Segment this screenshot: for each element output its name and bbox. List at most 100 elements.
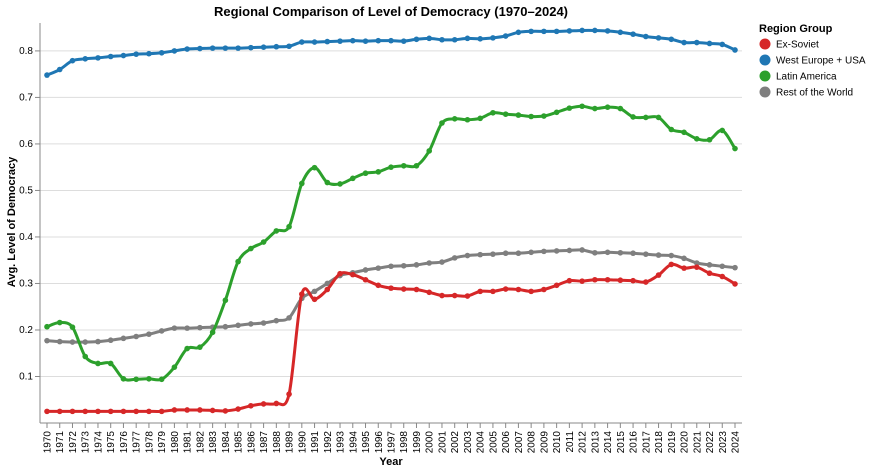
data-point	[681, 255, 687, 262]
data-point	[107, 53, 114, 60]
data-point	[400, 162, 407, 169]
data-point	[681, 39, 687, 46]
x-tick-label: 1981	[183, 431, 194, 454]
data-point	[44, 408, 50, 415]
data-point	[566, 28, 573, 34]
data-point	[439, 259, 445, 265]
data-point	[82, 408, 89, 415]
x-tick-label: 2006	[501, 431, 512, 454]
data-point	[706, 270, 713, 277]
data-point	[349, 175, 356, 182]
data-point	[451, 292, 458, 299]
x-tick-label: 2011	[565, 431, 576, 453]
data-point	[82, 353, 89, 360]
data-point	[44, 323, 50, 330]
x-tick-label: 2015	[616, 431, 627, 454]
data-point	[668, 36, 675, 43]
data-point	[400, 38, 407, 44]
data-point	[502, 286, 509, 292]
data-point	[56, 408, 63, 415]
data-point	[69, 324, 76, 330]
data-point	[286, 315, 292, 321]
x-tick-label: 1988	[272, 431, 283, 454]
x-tick-label: 1995	[361, 431, 372, 454]
x-tick-label: 2005	[488, 431, 499, 454]
data-point	[439, 120, 445, 126]
x-tick-label: 1993	[336, 431, 347, 454]
y-tick-label: 0.6	[19, 139, 33, 150]
x-tick-label: 2012	[578, 431, 589, 454]
data-point	[299, 180, 305, 187]
data-point	[222, 297, 229, 304]
x-tick-label: 1997	[387, 431, 398, 454]
data-point	[579, 278, 585, 284]
data-point	[44, 72, 50, 78]
data-point	[56, 319, 63, 326]
series-latin-america	[44, 103, 738, 383]
series-rest-of-the-world	[44, 247, 738, 345]
data-point	[222, 45, 229, 51]
data-point	[197, 407, 203, 413]
data-point	[426, 148, 433, 154]
data-point	[248, 245, 254, 252]
x-tick-label: 2016	[629, 431, 640, 454]
data-point	[349, 37, 356, 44]
y-axis: 0.1 0.2 0.3 0.4 0.5 0.6 0.7 0.8	[19, 23, 41, 423]
data-point	[541, 286, 547, 293]
data-point	[158, 408, 165, 415]
x-tick-label: 1979	[157, 431, 168, 454]
x-tick-label: 1999	[412, 431, 423, 454]
data-point	[388, 164, 394, 170]
data-point	[693, 260, 700, 266]
data-point	[693, 264, 700, 270]
data-point	[464, 293, 471, 299]
data-point	[82, 339, 89, 345]
data-point	[706, 136, 713, 143]
data-point	[299, 39, 305, 45]
data-point	[490, 251, 496, 257]
data-point	[579, 103, 585, 110]
series-west-europe-usa	[44, 27, 738, 78]
x-tick-label: 1973	[81, 431, 92, 454]
x-tick-label: 1986	[246, 431, 257, 454]
data-point	[69, 339, 76, 345]
x-tick-label: 2003	[463, 431, 474, 454]
data-point	[617, 105, 624, 112]
data-point	[732, 264, 738, 271]
y-tick-label: 0.1	[19, 371, 33, 382]
data-point	[515, 250, 522, 257]
data-point	[362, 267, 369, 273]
data-point	[668, 252, 675, 259]
data-point	[311, 296, 318, 303]
data-point	[260, 239, 267, 245]
data-point	[502, 111, 509, 117]
data-point	[197, 45, 203, 52]
data-point	[528, 113, 534, 120]
data-point	[286, 391, 292, 397]
x-axis-title: Year	[379, 456, 403, 468]
data-point	[209, 45, 216, 51]
data-point	[732, 281, 738, 287]
data-point	[477, 115, 483, 122]
data-point	[643, 279, 649, 285]
data-point	[158, 376, 165, 383]
series-ex-soviet	[44, 261, 738, 415]
data-point	[604, 104, 611, 110]
y-tick-label: 0.8	[19, 46, 33, 57]
data-point	[324, 280, 331, 287]
data-point	[311, 39, 318, 45]
data-point	[528, 249, 534, 256]
data-point	[388, 285, 394, 291]
data-point	[553, 109, 560, 116]
series-line	[46, 104, 737, 382]
data-point	[209, 329, 216, 336]
data-point	[515, 112, 522, 118]
data-point	[668, 126, 675, 133]
legend: Region Group Ex-Soviet West Europe + USA L…	[759, 23, 866, 99]
legend-symbol	[759, 86, 771, 98]
data-point	[260, 44, 267, 50]
legend-item-ex-soviet: Ex-Soviet	[759, 38, 819, 51]
data-point	[553, 248, 560, 254]
x-tick-label: 1992	[323, 431, 334, 454]
data-point	[337, 270, 343, 277]
